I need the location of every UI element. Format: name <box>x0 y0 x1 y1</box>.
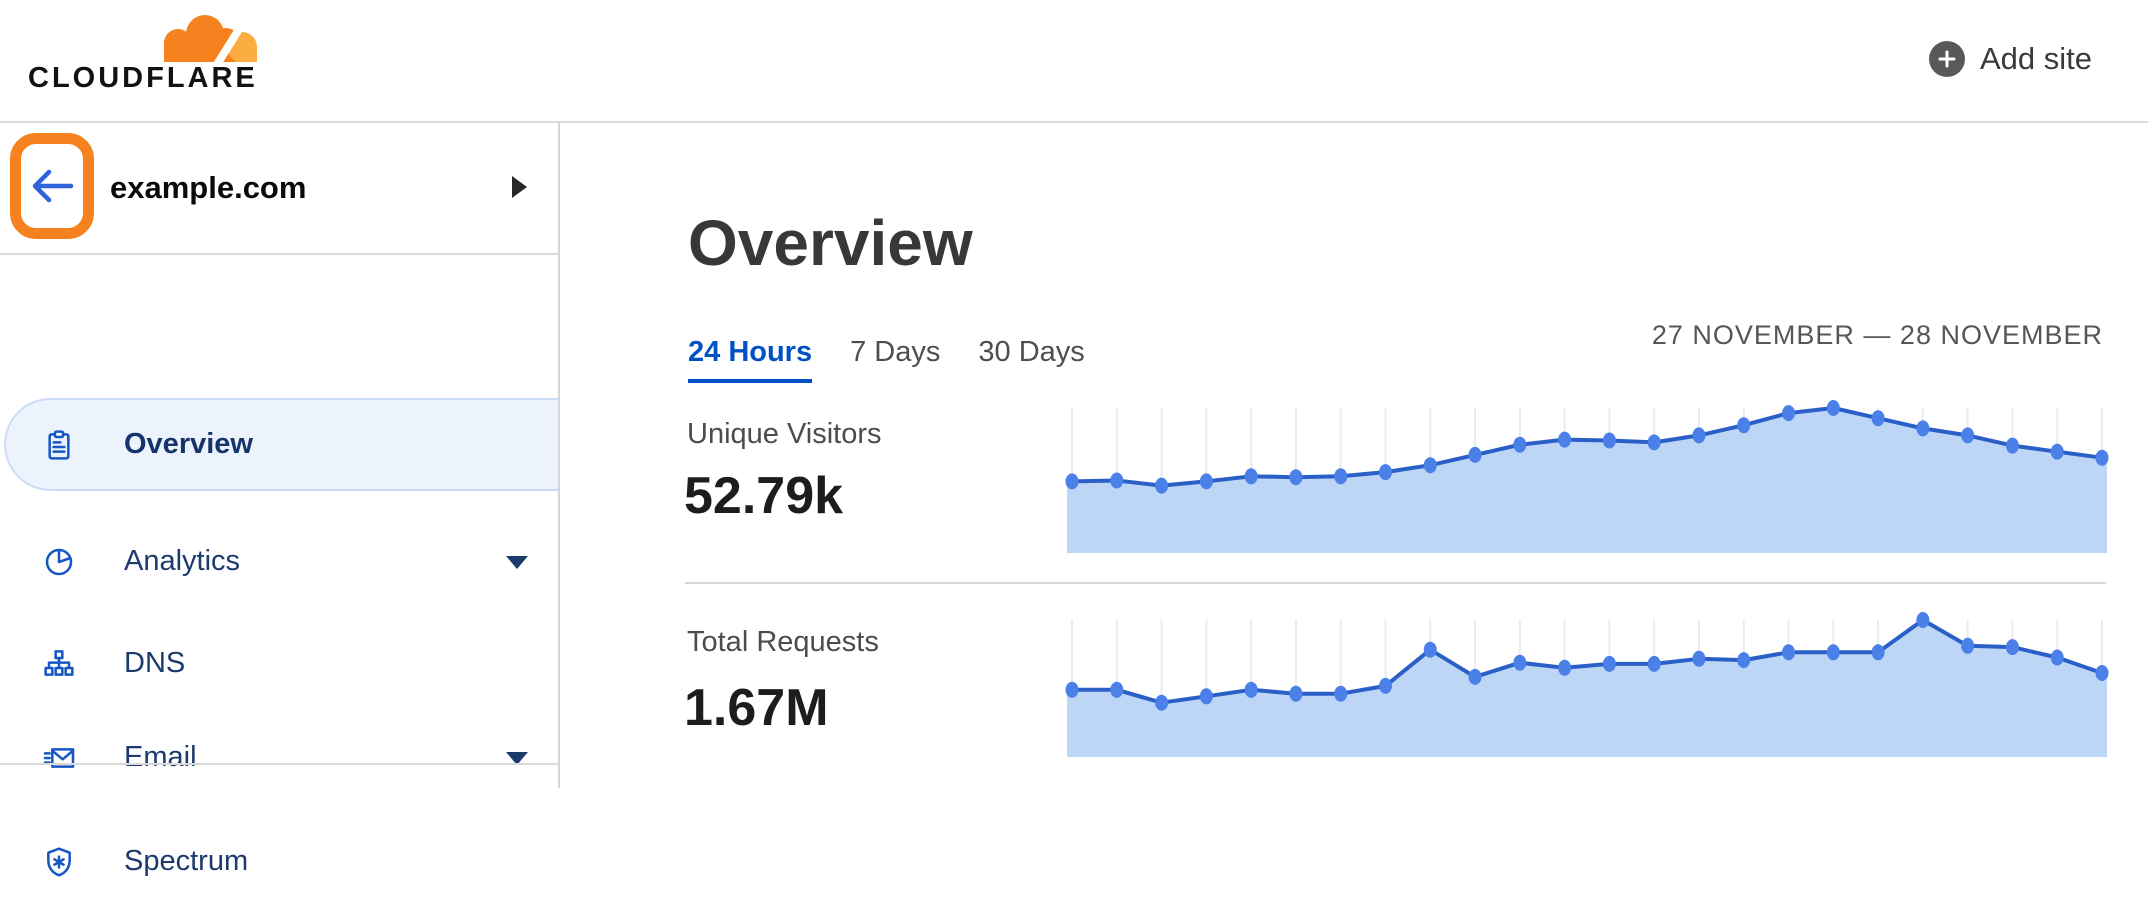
sitemap-icon <box>42 647 76 681</box>
pie-chart-icon <box>42 545 76 579</box>
top-header: CLOUDFLARE Add site <box>0 0 2148 123</box>
clipboard-icon <box>42 428 76 462</box>
tab-30-days[interactable]: 30 Days <box>978 336 1085 368</box>
sidebar-item-label: Email <box>124 741 197 773</box>
tab-7-days[interactable]: 7 Days <box>850 336 941 368</box>
sidebar-divider <box>0 763 558 765</box>
time-range-tabs: 24 Hours 7 Days 30 Days <box>688 336 1085 383</box>
back-button-highlight[interactable] <box>10 133 94 239</box>
sidebar-item-spectrum[interactable]: Spectrum <box>4 815 558 908</box>
unique-visitors-label: Unique Visitors <box>687 418 882 450</box>
add-site-button[interactable]: Add site <box>1928 36 2092 82</box>
total-requests-chart <box>1065 612 2109 757</box>
site-name: example.com <box>110 170 307 205</box>
section-divider <box>685 582 2106 584</box>
unique-visitors-value: 52.79k <box>684 467 844 525</box>
shield-icon <box>42 845 76 879</box>
cloudflare-cloud-icon <box>164 15 257 62</box>
page-title: Overview <box>688 207 973 279</box>
total-requests-value: 1.67M <box>684 679 829 737</box>
sidebar-item-email[interactable]: Email <box>4 711 558 804</box>
cloudflare-logo-text: CLOUDFLARE <box>28 62 258 94</box>
arrow-left-icon <box>32 169 74 203</box>
sidebar-item-dns[interactable]: DNS <box>4 617 558 710</box>
add-site-label: Add site <box>1979 41 2092 76</box>
date-range: 27 NOVEMBER — 28 NOVEMBER <box>1651 320 2103 350</box>
envelope-icon <box>42 741 76 775</box>
sidebar-item-label: Spectrum <box>124 845 249 877</box>
sidebar-item-label: Overview <box>124 428 253 460</box>
chevron-down-icon[interactable] <box>506 555 528 569</box>
plus-icon <box>1928 41 1965 77</box>
sidebar-item-analytics[interactable]: Analytics <box>4 515 558 608</box>
unique-visitors-chart <box>1065 400 2109 553</box>
sidebar: example.com Overview Analytics <box>0 123 560 877</box>
total-requests-label: Total Requests <box>687 626 879 658</box>
tab-24-hours[interactable]: 24 Hours <box>688 336 813 383</box>
chevron-down-icon[interactable] <box>506 751 528 765</box>
sidebar-item-label: Analytics <box>124 545 241 577</box>
site-selector: example.com <box>0 123 558 255</box>
chevron-right-icon[interactable] <box>512 176 527 198</box>
sidebar-item-overview[interactable]: Overview <box>4 398 558 491</box>
sidebar-item-label: DNS <box>124 647 186 679</box>
